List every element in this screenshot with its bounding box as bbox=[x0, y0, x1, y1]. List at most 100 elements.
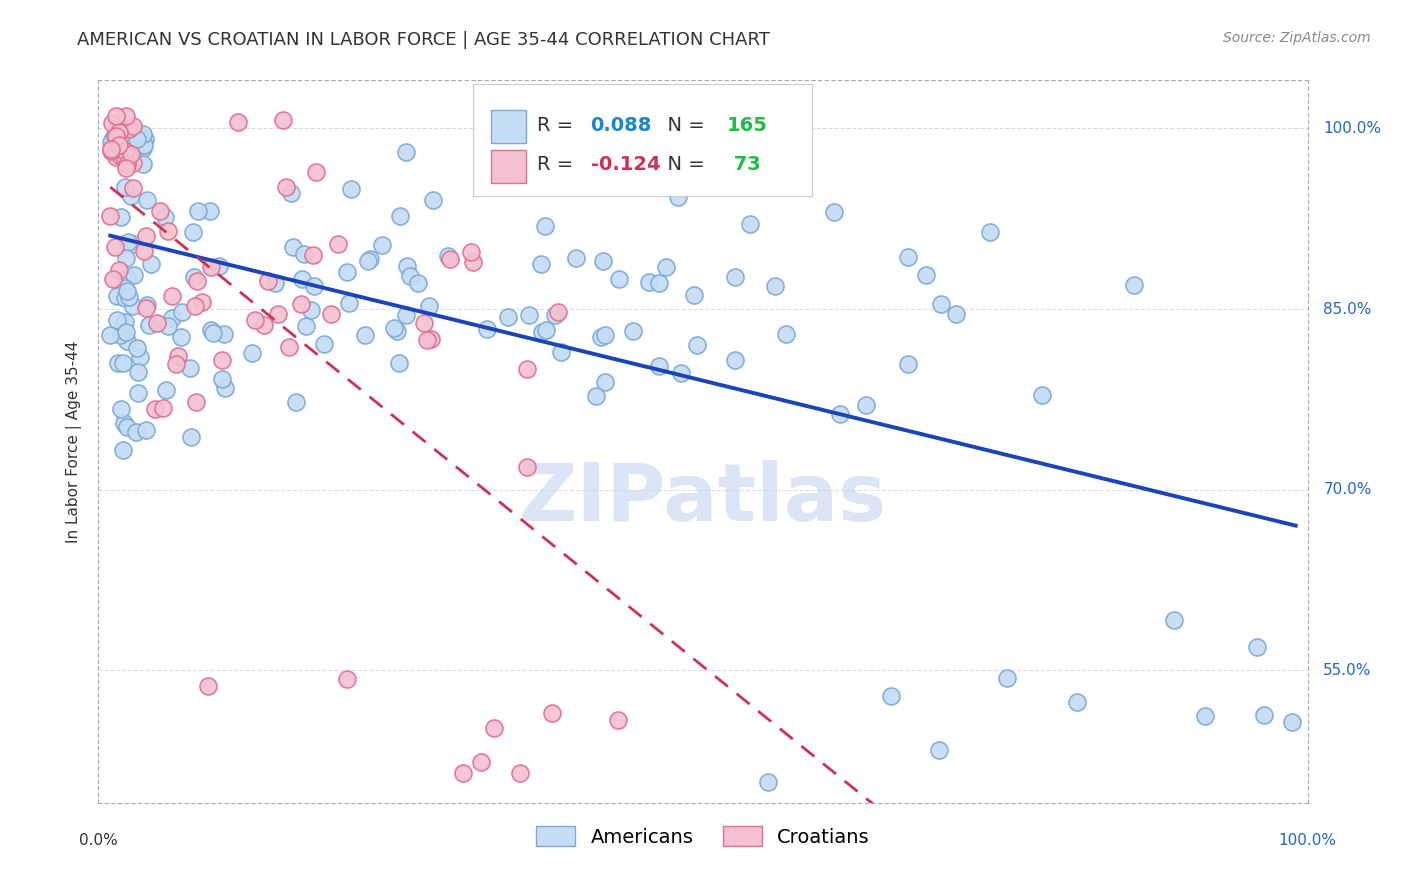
Point bbox=[353, 328, 375, 343]
Text: 73: 73 bbox=[727, 155, 761, 174]
Point bbox=[104, 240, 127, 254]
Point bbox=[756, 774, 779, 789]
Point bbox=[304, 279, 326, 293]
Point bbox=[724, 269, 747, 284]
Point bbox=[915, 268, 938, 282]
Point bbox=[100, 116, 122, 130]
Point bbox=[302, 248, 325, 262]
Point bbox=[928, 743, 950, 757]
Point bbox=[186, 275, 208, 289]
Point bbox=[134, 244, 156, 259]
Point bbox=[114, 281, 136, 295]
Text: ZIPatlas: ZIPatlas bbox=[519, 460, 887, 539]
Point bbox=[107, 129, 129, 144]
Point bbox=[129, 350, 152, 364]
Y-axis label: In Labor Force | Age 35-44: In Labor Force | Age 35-44 bbox=[66, 341, 83, 542]
Point bbox=[929, 297, 952, 311]
Point bbox=[118, 148, 141, 162]
Point bbox=[394, 308, 416, 322]
Point bbox=[114, 325, 136, 339]
Point bbox=[101, 136, 124, 150]
Point bbox=[418, 299, 440, 313]
Point bbox=[531, 325, 554, 339]
Point bbox=[125, 139, 148, 153]
Point bbox=[134, 132, 156, 146]
Point bbox=[100, 135, 122, 149]
Text: -0.124: -0.124 bbox=[591, 155, 661, 174]
Point bbox=[516, 460, 538, 475]
Point bbox=[496, 310, 519, 324]
Point bbox=[544, 308, 567, 322]
Point bbox=[100, 327, 122, 342]
Text: AMERICAN VS CROATIAN IN LABOR FORCE | AGE 35-44 CORRELATION CHART: AMERICAN VS CROATIAN IN LABOR FORCE | AG… bbox=[77, 31, 770, 49]
Point bbox=[107, 262, 129, 277]
Point bbox=[243, 313, 266, 327]
Point bbox=[156, 318, 179, 333]
Point bbox=[477, 322, 499, 336]
Text: 100.0%: 100.0% bbox=[1278, 833, 1337, 848]
Text: R =: R = bbox=[537, 116, 579, 135]
Point bbox=[299, 302, 322, 317]
Point bbox=[152, 401, 174, 415]
Point bbox=[181, 225, 204, 239]
Point bbox=[305, 164, 328, 178]
Point bbox=[184, 395, 207, 409]
Point bbox=[190, 294, 212, 309]
Point bbox=[655, 260, 678, 275]
Text: 100.0%: 100.0% bbox=[1323, 121, 1381, 136]
Point bbox=[122, 119, 145, 133]
Point bbox=[399, 268, 422, 283]
Point bbox=[267, 307, 290, 321]
Point bbox=[439, 252, 461, 267]
Point bbox=[897, 357, 920, 371]
Point bbox=[319, 307, 342, 321]
Point bbox=[112, 132, 135, 146]
Point bbox=[541, 706, 564, 720]
Point bbox=[101, 140, 124, 154]
Point bbox=[135, 301, 157, 316]
Point bbox=[115, 110, 138, 124]
Point bbox=[685, 338, 707, 352]
Point bbox=[470, 755, 492, 769]
Point bbox=[122, 155, 145, 169]
Text: Source: ZipAtlas.com: Source: ZipAtlas.com bbox=[1223, 31, 1371, 45]
Point bbox=[118, 289, 141, 303]
Point bbox=[131, 157, 153, 171]
Point bbox=[105, 128, 128, 143]
Point bbox=[120, 189, 142, 203]
Point bbox=[281, 240, 304, 254]
Point bbox=[111, 318, 134, 333]
Point bbox=[179, 361, 201, 376]
Point bbox=[118, 142, 141, 156]
Point bbox=[271, 112, 294, 127]
Point bbox=[115, 419, 138, 434]
Point bbox=[382, 321, 405, 335]
Point bbox=[135, 298, 157, 312]
Point bbox=[118, 121, 141, 136]
Legend: Americans, Croatians: Americans, Croatians bbox=[529, 818, 877, 855]
Point bbox=[110, 129, 132, 144]
Text: R =: R = bbox=[537, 155, 579, 174]
Point bbox=[125, 341, 148, 355]
Point bbox=[122, 236, 145, 251]
Point bbox=[585, 389, 607, 403]
Point bbox=[666, 189, 689, 203]
Point bbox=[121, 300, 143, 314]
Point bbox=[1122, 278, 1144, 293]
Point bbox=[211, 352, 233, 367]
Point bbox=[406, 276, 429, 290]
Point bbox=[855, 398, 877, 412]
Point bbox=[131, 127, 153, 141]
Point bbox=[416, 333, 439, 347]
Point bbox=[648, 276, 671, 290]
Point bbox=[606, 713, 628, 727]
Point bbox=[207, 260, 229, 274]
Point bbox=[118, 136, 141, 150]
Point bbox=[105, 289, 128, 303]
Point bbox=[118, 142, 141, 156]
Point bbox=[114, 161, 136, 175]
Point bbox=[536, 323, 558, 337]
Point bbox=[143, 401, 166, 416]
FancyBboxPatch shape bbox=[492, 110, 526, 143]
Point bbox=[1246, 640, 1268, 655]
